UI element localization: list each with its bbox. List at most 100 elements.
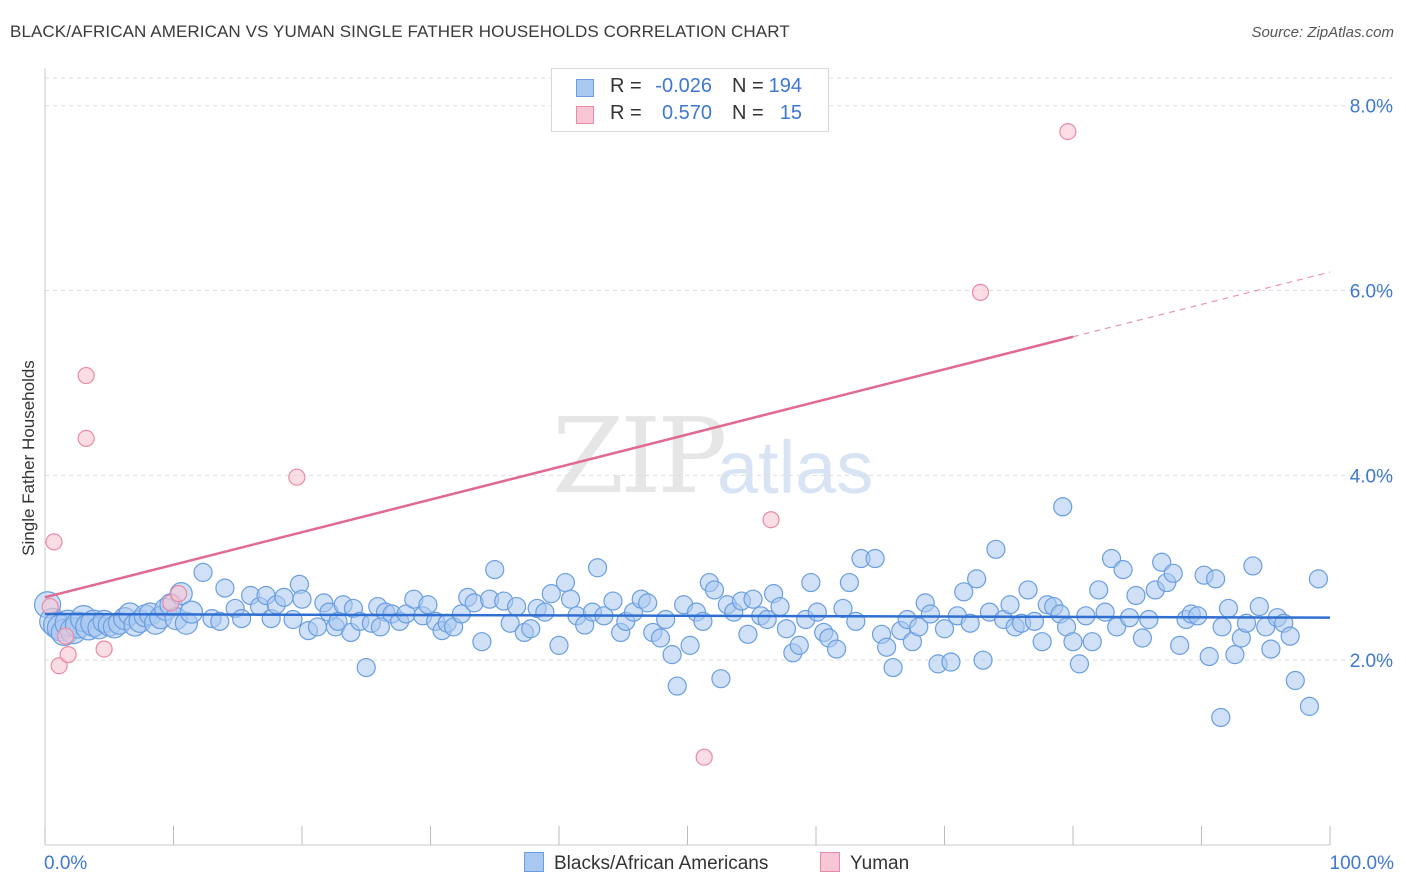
data-point xyxy=(1101,548,1122,569)
data-point xyxy=(1308,569,1329,589)
data-point xyxy=(1212,617,1232,637)
data-point xyxy=(560,589,581,609)
data-point xyxy=(59,646,77,664)
data-point xyxy=(954,582,974,602)
data-point xyxy=(877,637,897,657)
data-point xyxy=(95,640,113,658)
data-point xyxy=(789,635,809,655)
data-point xyxy=(587,558,608,578)
data-point xyxy=(1243,556,1263,576)
data-point xyxy=(1236,613,1257,633)
data-point xyxy=(1059,122,1077,141)
axis-labels: 2.0% 4.0% 6.0% 8.0% 0.0% 100.0% Single Father … xyxy=(19,97,1394,874)
data-point xyxy=(704,580,725,600)
y-tick-label: 2.0% xyxy=(1350,651,1393,672)
data-point xyxy=(1113,560,1133,580)
data-point xyxy=(1170,635,1190,655)
data-point xyxy=(656,609,676,630)
data-point xyxy=(1089,580,1109,600)
data-point xyxy=(1018,580,1038,600)
x-tick-label: 0.0% xyxy=(44,853,87,874)
y-tick-label: 6.0% xyxy=(1350,282,1393,303)
data-point xyxy=(41,597,59,616)
bottom-legend-yuman: Yuman xyxy=(820,852,909,875)
data-point xyxy=(920,604,940,624)
bottom-legend-blacks: Blacks/African Americans xyxy=(524,852,768,875)
data-point xyxy=(307,617,328,637)
y-tick-label: 8.0% xyxy=(1350,97,1393,118)
data-point xyxy=(56,627,75,645)
data-point xyxy=(506,596,527,617)
watermark-atlas: atlas xyxy=(717,426,874,509)
data-point xyxy=(292,589,312,609)
data-point xyxy=(1218,598,1239,619)
data-point xyxy=(667,676,687,696)
data-point xyxy=(973,650,993,670)
data-point xyxy=(1152,552,1172,572)
data-point xyxy=(1132,628,1152,648)
data-point xyxy=(1285,670,1305,691)
x-tick-label: 100.0% xyxy=(1330,853,1395,874)
data-point xyxy=(711,669,731,689)
data-point xyxy=(1188,606,1208,626)
legend-r-value: 0.570 xyxy=(661,102,712,124)
data-point xyxy=(288,468,306,486)
data-point xyxy=(1000,595,1020,615)
bottom-legend-swatch-blue xyxy=(524,852,544,872)
data-point xyxy=(801,572,821,593)
data-point xyxy=(1261,639,1281,659)
data-point xyxy=(776,619,797,639)
data-point xyxy=(45,533,63,551)
data-point xyxy=(541,584,561,604)
data-point xyxy=(1249,596,1269,617)
data-point xyxy=(472,632,492,652)
data-point xyxy=(638,593,658,613)
data-point xyxy=(370,617,390,637)
data-point xyxy=(826,639,847,659)
data-point xyxy=(1211,707,1231,728)
legend-n-value: 194 xyxy=(768,75,802,97)
data-point xyxy=(839,572,860,593)
data-point xyxy=(179,600,204,624)
data-point xyxy=(762,511,780,529)
data-point xyxy=(1063,632,1083,652)
trend-lines xyxy=(44,271,1331,619)
data-point xyxy=(485,560,505,580)
data-point xyxy=(549,635,569,655)
data-point xyxy=(1069,654,1090,674)
data-point xyxy=(274,587,294,607)
data-point xyxy=(1199,646,1219,667)
data-point xyxy=(521,619,541,639)
legend-n-label: N = xyxy=(732,102,764,124)
y-axis-title: Single Father Households xyxy=(19,360,38,556)
data-point xyxy=(1032,632,1052,652)
data-point xyxy=(77,366,95,385)
axes xyxy=(44,68,1331,846)
legend-r-label: R = xyxy=(610,75,642,97)
data-point xyxy=(695,748,713,766)
data-point xyxy=(1163,563,1183,583)
data-point xyxy=(50,657,68,675)
source-label: Source: ZipAtlas.com xyxy=(1251,24,1394,41)
data-point xyxy=(1126,585,1146,606)
legend-r-label: R = xyxy=(610,102,642,124)
legend-row-blacks: R = -0.026 N = 194 xyxy=(552,75,828,101)
legend-n-value: 15 xyxy=(779,102,802,124)
data-point xyxy=(743,589,763,609)
data-point xyxy=(555,572,576,593)
data-point xyxy=(283,609,303,630)
data-point xyxy=(215,578,235,598)
data-point xyxy=(210,611,230,631)
data-point xyxy=(909,617,929,637)
trend-line-yuman-extension xyxy=(1072,271,1331,338)
series-yuman xyxy=(41,122,1077,766)
data-point xyxy=(77,429,95,447)
data-point xyxy=(1299,696,1320,716)
legend-swatch-blue xyxy=(576,79,594,97)
data-point xyxy=(232,608,252,629)
data-point xyxy=(1139,609,1159,630)
data-point xyxy=(328,611,348,631)
bottom-legend-swatch-pink xyxy=(820,852,840,872)
data-point xyxy=(1225,645,1245,665)
